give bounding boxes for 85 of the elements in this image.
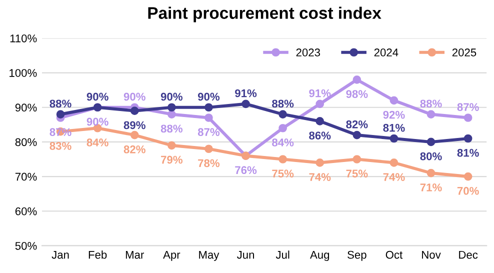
- data-label: 87%: [457, 103, 479, 112]
- point: [56, 110, 65, 118]
- data-label: 74%: [309, 173, 331, 181]
- y-tick-label: 100%: [10, 69, 37, 77]
- point: [464, 172, 472, 181]
- data-label: 90%: [86, 92, 108, 101]
- data-label: 74%: [383, 173, 405, 181]
- x-tick-label: Aug: [310, 250, 330, 261]
- data-label: 82%: [124, 145, 146, 154]
- data-label: 91%: [309, 89, 331, 98]
- x-tick-label: Dec: [459, 250, 478, 259]
- point: [316, 158, 324, 167]
- point: [204, 144, 213, 154]
- point: [204, 114, 213, 122]
- point: [278, 124, 287, 132]
- data-label: 88%: [160, 124, 182, 133]
- y-tick-label: 110%: [10, 34, 37, 42]
- x-tick-label: Sep: [348, 250, 366, 261]
- data-label: 78%: [198, 159, 220, 168]
- legend-label: 2023: [296, 48, 320, 56]
- y-tick-label: 50%: [15, 242, 37, 250]
- data-label: 75%: [346, 170, 368, 178]
- point: [242, 100, 250, 108]
- point: [278, 155, 287, 164]
- point: [168, 141, 176, 150]
- x-tick-label: Apr: [163, 250, 180, 261]
- data-label: 81%: [383, 124, 405, 132]
- data-label: 90%: [198, 92, 220, 101]
- data-label: 92%: [383, 110, 405, 119]
- point: [464, 134, 472, 143]
- data-label: 90%: [86, 118, 108, 126]
- data-label: 79%: [161, 156, 182, 164]
- data-label: 76%: [235, 166, 257, 174]
- point: [168, 103, 176, 112]
- data-label: 84%: [86, 138, 108, 146]
- x-tick-label: Oct: [386, 250, 403, 259]
- data-label: 98%: [346, 90, 368, 98]
- data-label: 84%: [272, 138, 294, 146]
- point: [130, 106, 139, 116]
- x-tick-label: Feb: [88, 250, 107, 259]
- x-tick-label: Mar: [126, 250, 144, 259]
- data-label: 75%: [272, 170, 294, 178]
- point: [168, 110, 176, 118]
- data-label: 88%: [420, 100, 442, 108]
- point: [390, 134, 398, 143]
- data-label: 83%: [50, 142, 72, 150]
- point: [316, 100, 324, 108]
- point: [426, 138, 436, 146]
- data-label: 90%: [160, 92, 182, 101]
- legend-label: 2024: [374, 48, 398, 56]
- data-label: 80%: [420, 152, 442, 160]
- data-label: 86%: [309, 132, 331, 140]
- x-tick-label: Jul: [276, 250, 290, 259]
- x-tick-label: May: [199, 250, 220, 261]
- x-tick-label: Jun: [236, 250, 254, 259]
- point: [352, 130, 362, 140]
- data-label: 89%: [124, 121, 146, 130]
- data-label: 88%: [272, 100, 294, 108]
- point: [278, 110, 287, 118]
- y-tick-label: 70%: [15, 172, 37, 181]
- point: [390, 96, 398, 105]
- point: [426, 110, 436, 118]
- data-label: 88%: [50, 100, 72, 108]
- data-label: 87%: [198, 128, 220, 136]
- chart-title: Paint procurement cost index: [148, 6, 382, 22]
- data-label: 82%: [346, 120, 368, 128]
- data-label: 90%: [124, 92, 146, 101]
- point: [426, 168, 436, 178]
- x-tick-label: Nov: [422, 250, 441, 259]
- point: [390, 158, 398, 167]
- point: [464, 114, 472, 122]
- point: [316, 117, 324, 126]
- data-label: 81%: [457, 148, 479, 157]
- legend-label: 2025: [452, 48, 476, 56]
- y-tick-label: 90%: [15, 104, 37, 112]
- data-label: 91%: [235, 89, 257, 98]
- data-label: 71%: [420, 184, 442, 192]
- y-tick-label: 60%: [15, 207, 37, 216]
- point: [352, 76, 362, 84]
- data-label: 70%: [457, 186, 479, 195]
- point: [352, 155, 362, 164]
- x-tick-label: Jan: [52, 250, 69, 259]
- point: [204, 103, 213, 112]
- point: [130, 130, 139, 140]
- y-tick-label: 80%: [15, 138, 37, 146]
